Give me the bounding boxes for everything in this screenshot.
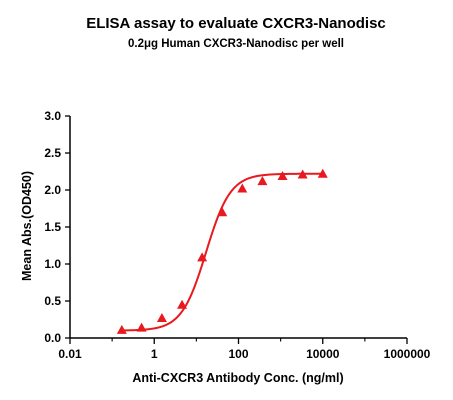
- x-tick-label: 1: [151, 347, 158, 361]
- data-point: [297, 169, 308, 179]
- y-tick-label: 3.0: [44, 109, 61, 123]
- y-tick-label: 1.0: [44, 257, 61, 271]
- chart-subtitle: 0.2μg Human CXCR3-Nanodisc per well: [128, 38, 344, 50]
- data-point: [156, 313, 167, 323]
- y-tick-label: 2.5: [44, 146, 61, 160]
- data-point: [317, 168, 328, 178]
- data-point: [237, 183, 248, 193]
- y-tick-label: 0.0: [44, 331, 61, 345]
- data-point: [217, 207, 228, 217]
- x-tick-label: 0.01: [58, 347, 82, 361]
- chart-title: ELISA assay to evaluate CXCR3-Nanodisc: [86, 15, 386, 32]
- data-points-layer: [116, 168, 328, 334]
- y-tick-label: 1.5: [44, 220, 61, 234]
- data-point: [277, 170, 288, 180]
- x-tick-label: 10000: [306, 347, 340, 361]
- fit-curve: [121, 172, 323, 332]
- data-point: [177, 299, 188, 309]
- data-point: [136, 322, 147, 332]
- axes: 0.0 0.5 1.0 1.5 2.0 2.5 3.0 0.01 1 100 10000 100000…: [44, 109, 430, 361]
- data-point: [197, 252, 208, 262]
- data-point: [116, 324, 127, 334]
- x-tick-label: 1000000: [384, 347, 431, 361]
- y-tick-label: 0.5: [44, 294, 61, 308]
- y-axis-label: Mean Abs.(OD450): [20, 171, 34, 281]
- x-tick-label: 100: [228, 347, 248, 361]
- fit-curve-layer: [121, 172, 323, 332]
- y-tick-label: 2.0: [44, 183, 61, 197]
- data-point: [257, 176, 268, 186]
- x-axis-label: Anti-CXCR3 Antibody Conc. (ng/ml): [132, 371, 343, 385]
